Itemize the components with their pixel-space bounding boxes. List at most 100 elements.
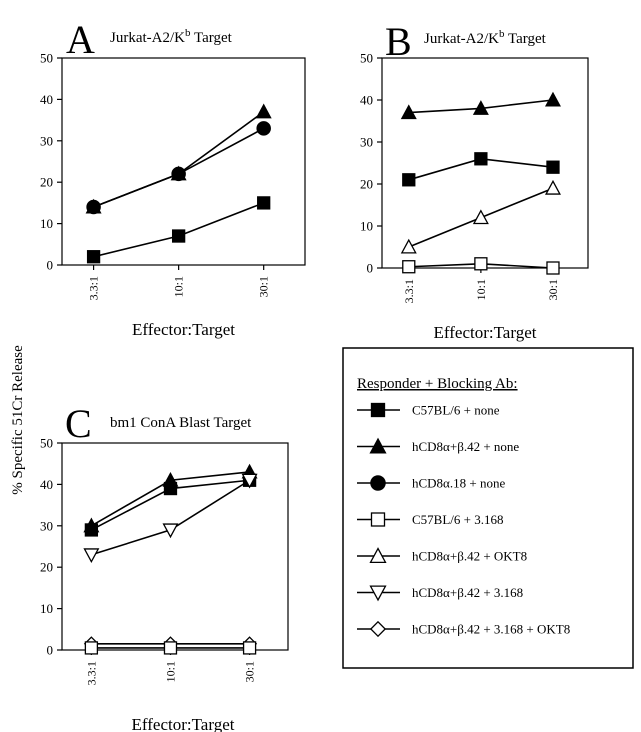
panel-b-data-point (546, 261, 560, 275)
panel-c-data-point (84, 641, 99, 655)
panel-a-xtick-label: 30:1 (257, 276, 271, 297)
panel-c-ytick-label: 40 (40, 477, 53, 492)
panel-a-xtick-label: 10:1 (172, 276, 186, 297)
panel-a-ytick-label: 0 (47, 258, 54, 273)
panel-b-data-point (472, 209, 489, 225)
legend-marker (369, 585, 387, 602)
legend-item-hcd8a-b-42-none: hCD8α+β.42 + none (357, 437, 519, 454)
panel-b-data-point (544, 91, 561, 107)
panel-c-series-hcd8a-b-42-3-168 (83, 473, 258, 564)
panel-b-ytick-label: 0 (367, 261, 374, 276)
panel-b-ytick-label: 50 (360, 51, 373, 66)
panel-c-ytick-label: 30 (40, 518, 53, 533)
panel-c-x-axis-label: Effector:Target (132, 715, 235, 732)
panel-a-ytick-label: 10 (40, 216, 53, 231)
panel-b-data-point (402, 260, 416, 274)
legend-label: hCD8α+β.42 + none (412, 439, 519, 454)
panel-a-series-c57bl-6-none (86, 196, 271, 264)
panel-b-series-c57bl-6-none (402, 152, 560, 187)
panel-c-data-point (162, 523, 179, 539)
legend-box (342, 347, 634, 669)
panel-c-letter: C (65, 401, 92, 446)
panel-b-letter: B (385, 19, 412, 64)
panel-b-x-axis-label: Effector:Target (434, 323, 537, 342)
panel-c-xtick-label: 30:1 (243, 661, 257, 682)
panel-a-ytick-label: 30 (40, 133, 53, 148)
panel-a-data-point (257, 196, 271, 210)
panel-a-letter: A (66, 17, 95, 62)
panel-c-data-point (163, 641, 178, 655)
panel-b-series-hcd8a-b-42-none (400, 91, 561, 120)
panel-b-series-c57bl-6-3-168 (402, 257, 560, 275)
panel-a-data-point (86, 250, 101, 264)
legend-label: hCD8α+β.42 + OKT8 (412, 549, 527, 564)
panel-a-ytick-label: 50 (40, 51, 53, 66)
panel-b-data-point (400, 238, 417, 254)
panel-c-data-point (242, 641, 257, 655)
panel-b-series-hcd8a-b-42-okt8 (400, 179, 561, 254)
legend-marker (369, 547, 387, 564)
legend-item-c57bl-6-3-168: C57BL/6 + 3.168 (357, 512, 503, 527)
panel-a-title: Jurkat-A2/Kb Target (110, 27, 233, 46)
panel-c-ytick-label: 0 (47, 643, 54, 658)
panel-b-xtick-label: 10:1 (474, 279, 488, 300)
panel-b-xtick-label: 30:1 (546, 279, 560, 300)
legend-label: hCD8α.18 + none (412, 476, 505, 491)
legend-item-hcd8a-b-42-okt8: hCD8α+β.42 + OKT8 (357, 547, 527, 564)
panel-b-title: Jurkat-A2/Kb Target (424, 28, 547, 47)
panel-b-ytick-label: 20 (360, 177, 373, 192)
panel-a-data-point (171, 229, 186, 243)
legend-marker (369, 620, 387, 638)
legend-item-c57bl-6-none: C57BL/6 + none (357, 403, 500, 418)
panel-a-xtick-label: 3.3:1 (87, 276, 101, 300)
legend-label: C57BL/6 + none (412, 403, 500, 418)
panel-c-ytick-label: 20 (40, 560, 53, 575)
panel-b-data-point (472, 100, 489, 115)
panel-a-data-point (171, 166, 186, 182)
panel-a-ytick-label: 20 (40, 175, 53, 190)
panel-b-ytick-label: 40 (360, 93, 373, 108)
panel-c-data-point (83, 548, 100, 564)
legend-item-hcd8a-b-42-3-168-okt8: hCD8α+β.42 + 3.168 + OKT8 (357, 620, 570, 638)
panel-a-series-hcd8a-b-42-none (85, 103, 272, 214)
legend: Responder + Blocking Ab: C57BL/6 + none h… (342, 347, 634, 669)
panel-a-series-line (93, 111, 265, 208)
panel-b-data-point (400, 104, 417, 120)
panel-b-ytick-label: 10 (360, 219, 373, 234)
legend-marker (370, 512, 386, 527)
panel-a-data-point (255, 103, 272, 119)
panel-a-x-axis-label: Effector:Target (132, 320, 235, 339)
legend-item-hcd8a-b-42-3-168: hCD8α+β.42 + 3.168 (357, 585, 523, 602)
panel-b-data-point (474, 152, 488, 166)
panel-a-data-point (86, 199, 101, 215)
legend-label: C57BL/6 + 3.168 (412, 512, 503, 527)
legend-marker (370, 402, 386, 418)
panel-b-ytick-label: 30 (360, 135, 373, 150)
panel-a: A Jurkat-A2/Kb Target 0 10 20 30 40 50 3.3:1 10:1… (40, 17, 306, 339)
legend-marker (369, 437, 387, 454)
legend-items: C57BL/6 + none hCD8α+β.42 + none hCD8α.18 … (357, 403, 570, 638)
legend-label: hCD8α+β.42 + 3.168 (412, 585, 523, 600)
panel-b-data-point (546, 160, 560, 174)
panel-c-series-hcd8a-b-42-none (83, 463, 258, 533)
panel-a-plot-frame (61, 57, 306, 266)
panel-c-title: bm1 ConA Blast Target (110, 415, 252, 431)
panel-b-data-point (474, 257, 488, 271)
panel-c-data-point (84, 523, 99, 537)
panel-b-data-point (544, 179, 561, 195)
panel-a-ytick-label: 40 (40, 92, 53, 107)
legend-item-hcd8a-18-none: hCD8α.18 + none (357, 475, 505, 491)
panel-c-data-point (241, 473, 258, 489)
panel-c-xtick-label: 10:1 (163, 661, 177, 682)
panel-c-data-point (163, 481, 178, 496)
panel-c-series-c57bl-6-3-168 (84, 641, 257, 655)
legend-title: Responder + Blocking Ab: (357, 376, 518, 392)
panel-b-data-point (402, 173, 416, 187)
panel-c-ytick-label: 10 (40, 601, 53, 616)
legend-label: hCD8α+β.42 + 3.168 + OKT8 (412, 622, 570, 637)
panel-b: B Jurkat-A2/Kb Target 0 10 20 30 40 50 3.3:1 10:1… (360, 19, 589, 342)
panel-b-xtick-label: 3.3:1 (402, 279, 416, 303)
panel-a-series-hcd8a-18-none (86, 121, 271, 215)
